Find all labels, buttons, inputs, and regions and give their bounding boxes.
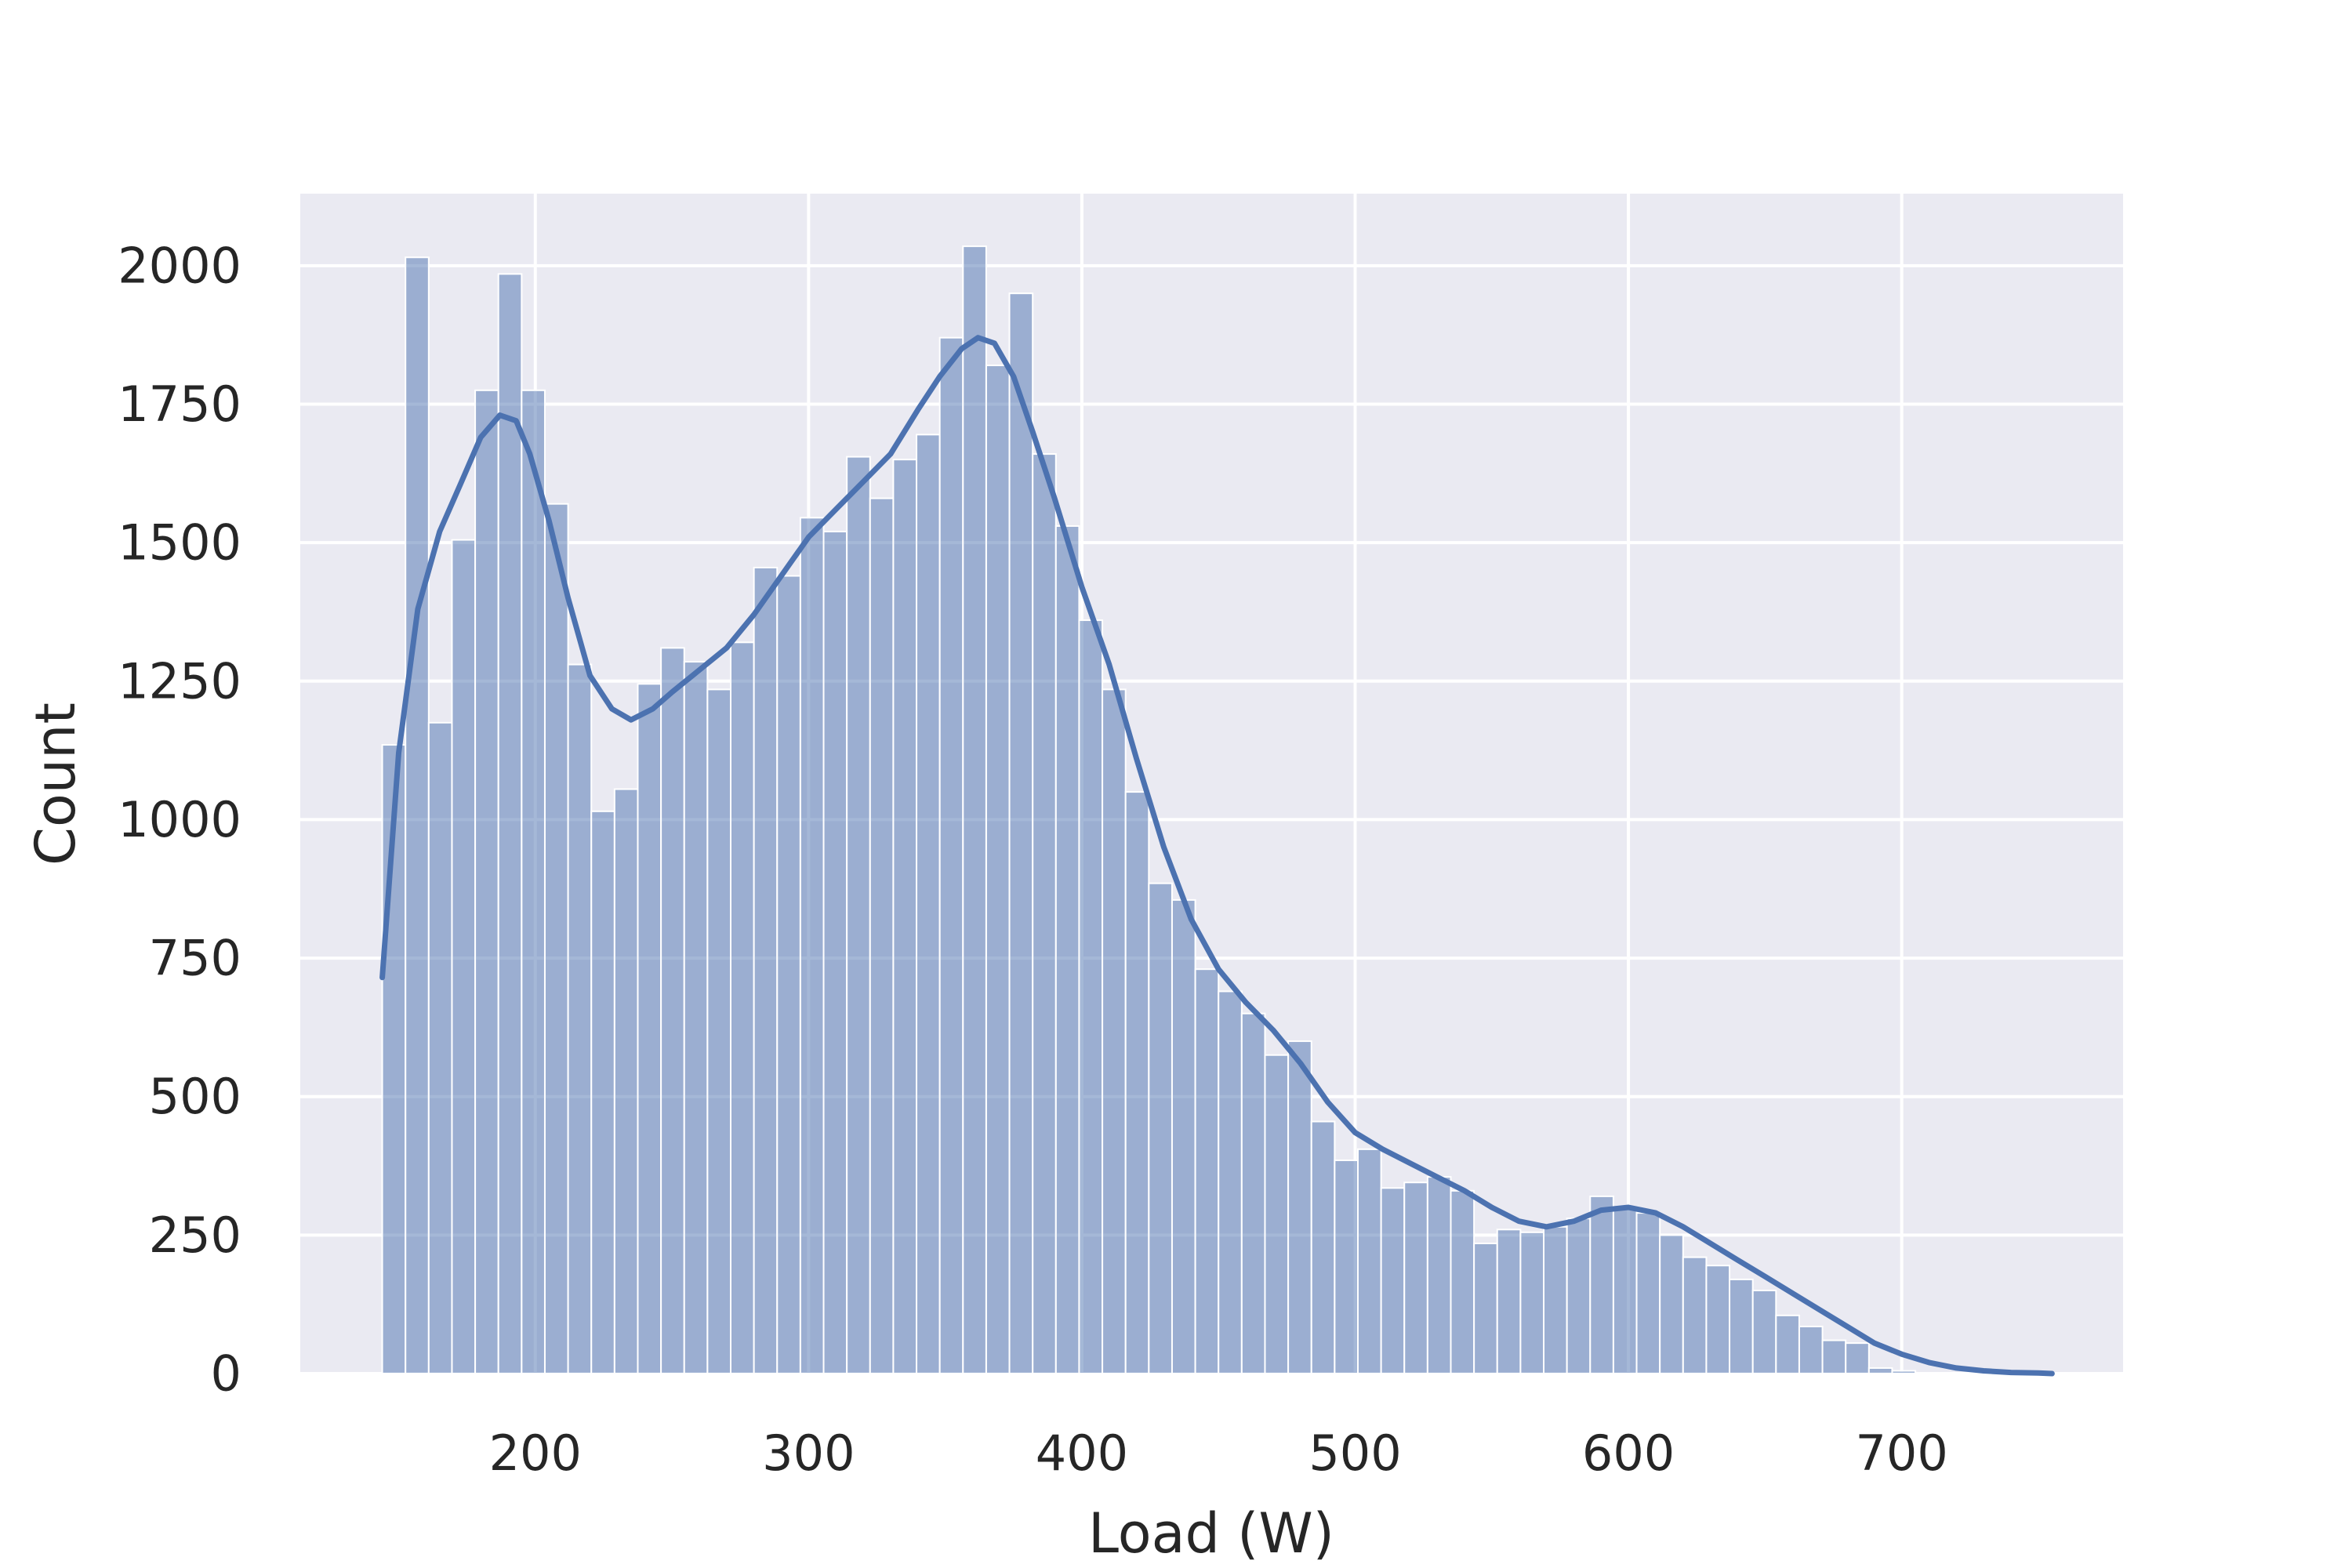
histogram-bar (521, 389, 546, 1374)
histogram-bar (706, 688, 732, 1374)
histogram-bar (1845, 1342, 1870, 1375)
histogram-bar (1473, 1242, 1498, 1375)
x-tick-label: 200 (489, 1425, 582, 1482)
histogram-bar (1519, 1231, 1545, 1375)
histogram-bar (1612, 1207, 1638, 1375)
histogram-bar (1798, 1325, 1824, 1374)
histogram-bar (1148, 882, 1173, 1374)
histogram-bar (1543, 1225, 1568, 1374)
histogram-bar (1008, 292, 1034, 1374)
histogram-bar (1124, 791, 1150, 1374)
histogram-bar (916, 434, 941, 1374)
histogram-bar (985, 365, 1011, 1374)
histogram-bar (1194, 968, 1220, 1374)
histogram-bar (799, 517, 825, 1374)
histogram-bar (1240, 1012, 1266, 1374)
histogram-bar (869, 497, 895, 1375)
histogram-bar (1589, 1195, 1614, 1375)
histogram-bar (822, 531, 848, 1374)
histogram-bar (753, 566, 779, 1374)
histogram-bar (567, 663, 593, 1374)
histogram-bar (474, 389, 499, 1374)
histogram-bar (1751, 1290, 1777, 1374)
x-axis-label: Load (W) (1088, 1501, 1334, 1566)
histogram-bar (962, 245, 987, 1375)
histogram-bar (451, 539, 477, 1374)
histogram-bar (1264, 1054, 1290, 1375)
y-tick-label: 1250 (118, 652, 241, 710)
y-tick-label: 500 (149, 1068, 241, 1125)
histogram-bar (1450, 1189, 1475, 1374)
histogram-bar (938, 336, 964, 1375)
histogram-bar (1659, 1234, 1684, 1374)
histogram-bar (1380, 1187, 1406, 1374)
histogram-bar (613, 788, 639, 1374)
histogram-bar (1775, 1314, 1800, 1374)
histogram-bar (1310, 1120, 1336, 1374)
histogram-bar (1078, 619, 1104, 1374)
y-tick-label: 0 (211, 1345, 241, 1403)
x-tick-label: 700 (1855, 1425, 1947, 1482)
histogram-bar (1867, 1367, 1893, 1375)
y-tick-label: 1750 (118, 376, 241, 433)
histogram-bar (1102, 688, 1127, 1374)
histogram-bar (427, 721, 453, 1374)
histogram-bar (1403, 1181, 1428, 1375)
histogram-bar (1054, 524, 1080, 1375)
y-tick-label: 1000 (118, 791, 241, 848)
y-tick-label: 750 (149, 930, 241, 987)
histogram-bar (1891, 1370, 1917, 1375)
histogram-bar (1705, 1265, 1731, 1374)
histogram-bar (776, 575, 801, 1374)
x-tick-label: 400 (1036, 1425, 1128, 1482)
histogram-bar (1821, 1339, 1847, 1374)
x-tick-label: 300 (762, 1425, 855, 1482)
y-tick-labels: 0 250 500 750 1000 1250 1500 1750 2000 (118, 237, 241, 1402)
y-tick-label: 250 (149, 1207, 241, 1264)
histogram-bar (1682, 1256, 1708, 1375)
histogram-bar (1426, 1176, 1452, 1374)
histogram-bar (660, 647, 685, 1374)
histogram-bar (1032, 453, 1057, 1374)
histogram-bar (1635, 1212, 1661, 1374)
histogram-bar (1566, 1218, 1592, 1375)
histogram-bar (1356, 1148, 1382, 1374)
histogram-bar (730, 641, 755, 1374)
histogram-bar (1218, 990, 1243, 1375)
histogram-bars (381, 245, 1917, 1375)
histogram-bar (405, 256, 430, 1374)
y-tick-label: 1500 (118, 514, 241, 572)
histogram-bar (1334, 1159, 1359, 1374)
histogram-bar (1171, 898, 1196, 1374)
histogram-bar (846, 456, 871, 1374)
histogram-bar (497, 273, 523, 1375)
y-axis-label: Count (24, 702, 88, 866)
x-tick-label: 600 (1582, 1425, 1675, 1482)
histogram-bar (590, 810, 615, 1374)
histogram-bar (637, 683, 662, 1374)
histogram-bar (1287, 1040, 1312, 1375)
histogram-bar (543, 503, 569, 1374)
kde-curve (379, 335, 2055, 1377)
histogram-bar (1496, 1229, 1522, 1375)
histogram-bar (1729, 1278, 1754, 1374)
y-tick-label: 2000 (118, 237, 241, 294)
histogram-bar (892, 459, 918, 1374)
histogram-bar (683, 661, 709, 1374)
x-tick-labels: 200 300 400 500 600 700 (489, 1425, 1948, 1482)
x-tick-label: 500 (1308, 1425, 1401, 1482)
